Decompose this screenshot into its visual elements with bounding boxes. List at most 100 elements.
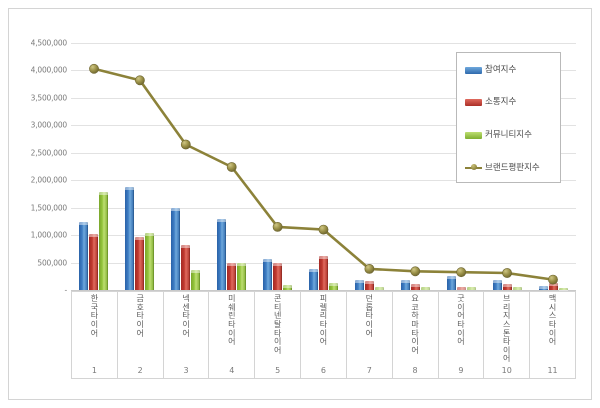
x-axis-category-label: 던롭타이어: [365, 294, 373, 338]
bar-0[interactable]: [125, 187, 135, 290]
legend-swatch-icon: [465, 66, 482, 74]
x-axis-cell: 한국타이어 1: [72, 292, 118, 379]
x-axis-category-label: 요코하마타이어: [411, 294, 419, 355]
x-axis-category-label: 피렐리타이어: [319, 294, 328, 347]
y-axis-tick-label: 4,500,000: [30, 38, 68, 48]
bar-2[interactable]: [420, 287, 430, 290]
bar-2[interactable]: [191, 269, 201, 290]
bar-group-bars: [392, 43, 438, 290]
x-axis-cell: 요코하마타이어 8: [392, 292, 439, 379]
bar-2[interactable]: [328, 283, 338, 290]
x-axis-category-label: 굿이어타이어: [457, 294, 465, 347]
x-axis-rank-label: 4: [229, 366, 235, 375]
bar-group: [163, 43, 209, 290]
bar-0[interactable]: [492, 279, 502, 290]
bar-1[interactable]: [456, 286, 466, 290]
bar-2[interactable]: [99, 191, 109, 290]
bar-2[interactable]: [466, 286, 476, 290]
y-axis-tick-label: 3,500,000: [30, 93, 68, 103]
x-axis-cell: 브리지스톤타이어 10: [484, 292, 531, 379]
bar-2[interactable]: [283, 284, 293, 290]
x-axis-category-label: 금호타이어: [136, 294, 144, 338]
bar-2[interactable]: [374, 286, 384, 290]
y-axis-tick-label: 1,500,000: [30, 202, 68, 212]
x-axis-category-label: 콘티넨탈타이어: [273, 294, 282, 355]
x-axis-rank-label: 1: [91, 366, 97, 375]
bar-1[interactable]: [502, 284, 512, 290]
bar-group: [209, 43, 255, 290]
x-axis-rank-label: 11: [547, 366, 558, 375]
x-axis-category-label: 한국타이어: [90, 294, 99, 338]
legend-label: 소통지수: [485, 97, 517, 108]
gridline: [71, 43, 576, 44]
x-axis-category-label: 미쉐린타이어: [228, 294, 236, 347]
x-axis-rank-label: 5: [275, 366, 281, 375]
x-axis-rank-label: 6: [320, 366, 327, 375]
x-axis-cell: 금호타이어 2: [117, 292, 164, 379]
x-axis-rank-label: 10: [501, 366, 512, 375]
bar-0[interactable]: [263, 258, 273, 290]
bar-0[interactable]: [79, 221, 89, 290]
y-axis-tick-label: 2,000,000: [30, 175, 68, 185]
x-axis-category-label: 브리지스톤타이어: [503, 294, 511, 364]
bar-0[interactable]: [446, 276, 456, 290]
legend-item[interactable]: 커뮤니티지수: [465, 127, 554, 143]
bar-1[interactable]: [89, 234, 99, 290]
x-axis-category-label: 맥시스타이어: [548, 294, 557, 347]
bar-group-bars: [209, 43, 255, 290]
bar-group: [530, 43, 576, 291]
bar-group: [392, 43, 438, 290]
legend-item[interactable]: 소통지수: [465, 95, 554, 111]
y-axis-tick-label: 500,000: [37, 257, 67, 267]
bar-1[interactable]: [227, 263, 237, 290]
bar-group-bars: [484, 43, 530, 290]
y-axis-tick-label: 3,000,000: [30, 120, 68, 130]
x-axis-category-label: 넥센타이어: [182, 294, 190, 338]
x-axis-cell: 미쉐린타이어 4: [209, 292, 256, 379]
legend-item[interactable]: 브랜드평판지수: [465, 160, 554, 176]
bar-1[interactable]: [181, 245, 191, 290]
bar-group: [484, 43, 530, 290]
legend-swatch-icon: [465, 99, 482, 107]
bar-group: [301, 43, 347, 290]
legend-swatch-icon: [465, 163, 482, 172]
bar-0[interactable]: [400, 279, 410, 290]
bar-group: [71, 43, 117, 290]
x-axis-cell: 피렐리타이어 6: [301, 292, 347, 379]
x-axis-rank-label: 2: [137, 366, 143, 375]
bar-1[interactable]: [135, 237, 145, 290]
x-axis-category-table: 한국타이어 1 금호타이어 2 넥센타이어 3 미쉐린타이어 4 콘티넨탈타이어 5 피렐리타이어 6…: [71, 291, 576, 379]
x-axis-cell: 맥시스타이어 11: [530, 292, 576, 379]
bar-1[interactable]: [364, 280, 374, 290]
legend-label: 브랜드평판지수: [485, 162, 540, 173]
y-axis-tick-label: 4,000,000: [30, 65, 68, 75]
bar-2[interactable]: [145, 233, 155, 290]
bar-1[interactable]: [410, 283, 420, 290]
x-axis-cell: 넥센타이어 3: [163, 292, 210, 379]
bar-2[interactable]: [558, 288, 568, 291]
x-axis-rank-label: 7: [366, 366, 372, 375]
bar-2[interactable]: [237, 262, 247, 290]
y-axis-tick-label: 1,000,000: [30, 230, 68, 240]
x-axis-rank-label: 9: [458, 366, 464, 375]
bar-0[interactable]: [217, 219, 227, 290]
bar-0[interactable]: [308, 268, 318, 290]
x-axis-rank-label: 8: [412, 366, 418, 375]
bar-0[interactable]: [538, 285, 548, 290]
gridline: [71, 290, 576, 291]
bar-0[interactable]: [171, 207, 181, 290]
bar-1[interactable]: [273, 263, 283, 290]
bar-2[interactable]: [512, 287, 522, 290]
x-axis-cell: 콘티넨탈타이어 5: [255, 292, 302, 379]
bar-1[interactable]: [318, 255, 328, 290]
bar-1[interactable]: [548, 283, 558, 290]
y-axis: 4,500,000 4,000,000 3,500,000 3,000,000 2,50…: [9, 39, 68, 293]
legend-item[interactable]: 참여지수: [465, 62, 554, 78]
x-axis-cell: 던롭타이어 7: [346, 292, 393, 379]
legend-label: 참여지수: [485, 64, 517, 75]
legend-label: 커뮤니티지수: [485, 130, 532, 141]
bar-0[interactable]: [354, 280, 364, 290]
bar-group-bars: [346, 43, 392, 290]
